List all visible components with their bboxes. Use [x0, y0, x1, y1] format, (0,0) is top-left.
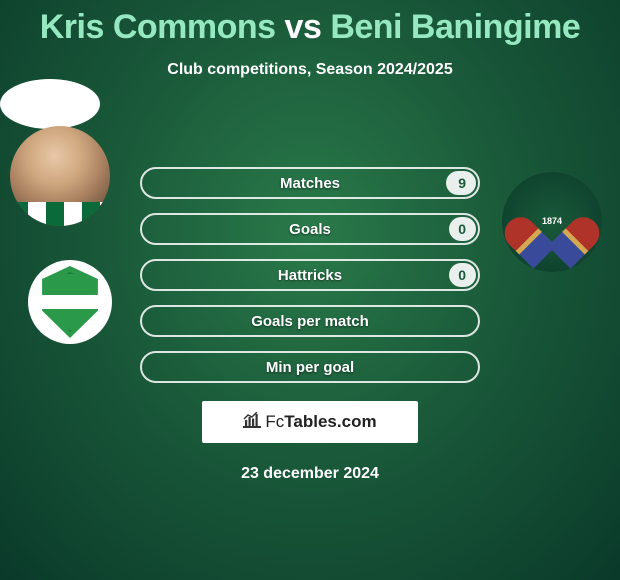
- stat-value-b: 0: [458, 267, 466, 283]
- stat-value-b: 9: [458, 175, 466, 191]
- title-sep: vs: [285, 8, 322, 46]
- brand-suffix: Tables.com: [284, 412, 376, 431]
- stat-label: Matches: [280, 175, 340, 192]
- stat-label: Hattricks: [278, 267, 342, 284]
- stat-label: Goals: [289, 221, 331, 238]
- stat-row: Matches 9: [140, 167, 480, 199]
- stat-row: Goals 0: [140, 213, 480, 245]
- title-player-b: Beni Baningime: [330, 8, 580, 46]
- stat-label: Goals per match: [251, 313, 369, 330]
- page-title: Kris Commons vs Beni Baningime: [0, 0, 620, 47]
- subtitle: Club competitions, Season 2024/2025: [0, 61, 620, 79]
- stat-label: Min per goal: [266, 359, 354, 376]
- player-b-avatar: [0, 79, 100, 129]
- player-a-avatar: [10, 126, 110, 226]
- title-player-a: Kris Commons: [40, 8, 276, 46]
- club-b-crest: 1874: [502, 172, 602, 272]
- brand-prefix: Fc: [265, 412, 284, 431]
- club-b-year: 1874: [542, 216, 562, 226]
- footer-date: 23 december 2024: [0, 465, 620, 483]
- stat-row: Min per goal: [140, 351, 480, 383]
- stat-row: Hattricks 0: [140, 259, 480, 291]
- brand-badge: FcTables.com: [202, 401, 418, 443]
- stat-value-b: 0: [458, 221, 466, 237]
- club-a-crest: [28, 260, 112, 344]
- bar-chart-icon: [243, 412, 261, 433]
- stat-row: Goals per match: [140, 305, 480, 337]
